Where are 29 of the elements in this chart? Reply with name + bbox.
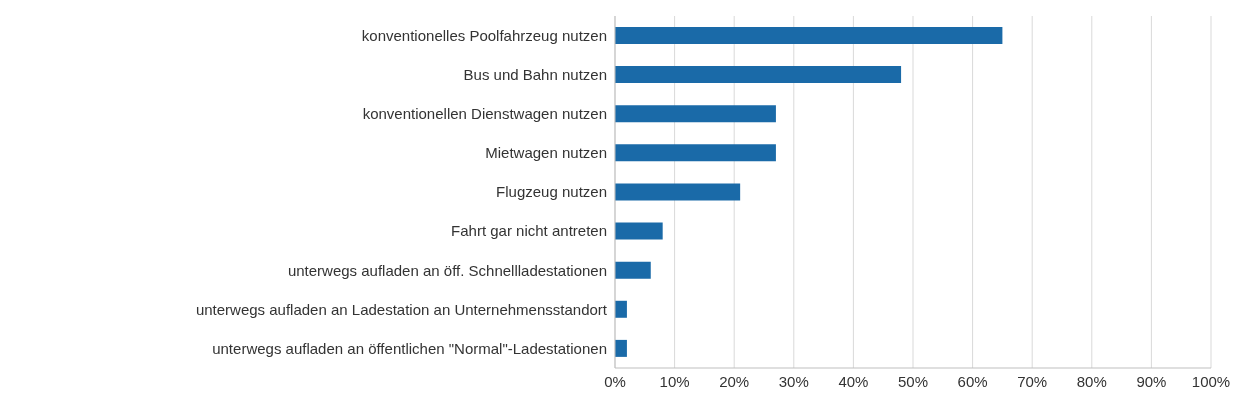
y-tick-label: Fahrt gar nicht antreten — [451, 222, 607, 240]
bar — [615, 27, 1003, 44]
y-tick-label: konventionellen Dienstwagen nutzen — [362, 105, 607, 123]
x-tick-label: 10% — [659, 372, 690, 390]
y-tick-label: unterwegs aufladen an öff. Schnellladestationen — [287, 261, 607, 279]
bar — [615, 105, 776, 123]
x-tick-label: 60% — [957, 372, 988, 390]
x-tick-label: 40% — [838, 372, 869, 390]
bar — [615, 144, 776, 162]
y-tick-label: unterwegs aufladen an öffentlichen "Normal"-Ladestationen — [212, 339, 607, 357]
bar — [615, 222, 663, 240]
bar — [615, 66, 902, 84]
y-tick-label: konventionelles Poolfahrzeug nutzen — [361, 26, 607, 44]
y-tick-label: unterwegs aufladen an Ladestation an Unternehmensstandort — [195, 300, 608, 318]
x-tick-label: 70% — [1017, 372, 1048, 390]
x-tick-label: 90% — [1136, 372, 1167, 390]
y-tick-label: Bus und Bahn nutzen — [463, 65, 607, 83]
x-tick-label: 20% — [719, 372, 750, 390]
y-tick-label: Flugzeug nutzen — [496, 183, 607, 201]
bar — [615, 183, 741, 201]
x-tick-label: 80% — [1076, 372, 1107, 390]
x-tick-label: 100% — [1191, 372, 1231, 390]
bar — [615, 300, 627, 318]
bar — [615, 339, 627, 357]
x-tick-label: 30% — [778, 372, 809, 390]
bar — [615, 261, 651, 279]
y-tick-label: Mietwagen nutzen — [485, 144, 607, 162]
x-tick-label: 50% — [897, 372, 929, 390]
x-tick-label: 0% — [604, 372, 626, 390]
